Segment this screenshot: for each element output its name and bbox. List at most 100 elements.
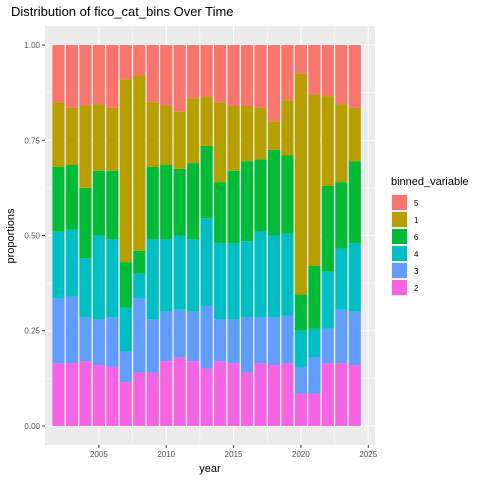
bar-segment-2005-bin-2 (92, 365, 105, 426)
bar-segment-2006-bin-1 (106, 107, 119, 171)
bar-segment-2009-bin-1 (146, 102, 159, 167)
y-tick-label: 1.00 (24, 41, 40, 50)
bar-segment-2007-bin-4 (119, 307, 132, 352)
bar-segment-2005-bin-6 (92, 170, 105, 236)
bar-segment-2013-bin-3 (200, 305, 213, 369)
bar-segment-2013-bin-1 (200, 96, 213, 146)
bar-segment-2003-bin-6 (65, 165, 78, 230)
bar-segment-2010-bin-4 (160, 239, 173, 312)
bar-segment-2015-bin-5 (227, 45, 240, 106)
bar-segment-2022-bin-1 (321, 96, 334, 186)
bar-segment-2024-bin-5 (348, 45, 361, 108)
bar-segment-2007-bin-3 (119, 351, 132, 383)
bar-segment-2015-bin-3 (227, 319, 240, 364)
bar-segment-2022-bin-6 (321, 185, 334, 272)
bar-segment-2017-bin-2 (254, 363, 267, 426)
bar-segment-2019-bin-2 (281, 363, 294, 426)
bar-segment-2019-bin-1 (281, 100, 294, 156)
bar-segment-2016-bin-3 (240, 317, 254, 373)
bar-segment-2014-bin-1 (214, 102, 227, 183)
bar-segment-2011-bin-3 (173, 309, 186, 358)
bar-segment-2020-bin-3 (294, 366, 307, 394)
bar-segment-2004-bin-2 (79, 361, 92, 426)
bar-segment-2015-bin-2 (227, 363, 240, 426)
legend-swatch-2 (392, 280, 407, 295)
bar-segment-2020-bin-1 (294, 73, 307, 295)
bar-segment-2007-bin-5 (119, 45, 132, 80)
legend: binned_variable 5 1 6 4 3 2 (391, 176, 469, 296)
bar-segment-2003-bin-5 (65, 45, 78, 108)
bar-segment-2019-bin-5 (281, 45, 294, 101)
y-tick-label: 0.00 (24, 422, 40, 431)
bar-segment-2018-bin-6 (267, 149, 281, 236)
bar-segment-2004-bin-6 (79, 187, 92, 259)
bar-segment-2015-bin-6 (227, 170, 240, 244)
bar-segment-2020-bin-6 (294, 294, 307, 331)
bar-segment-2017-bin-4 (254, 231, 267, 318)
bar-segment-2006-bin-5 (106, 45, 119, 108)
x-tick-label: 2010 (157, 450, 175, 459)
bar-segment-2008-bin-5 (133, 45, 146, 76)
bar-segment-2014-bin-4 (214, 243, 227, 320)
bar-segment-2004-bin-4 (79, 258, 92, 318)
y-axis-ticks: 0.00 0.25 0.50 0.75 1.00 (24, 41, 45, 431)
bar-segment-2009-bin-6 (146, 166, 159, 240)
bar-segment-2002-bin-5 (52, 45, 65, 103)
bar-segment-2012-bin-3 (187, 311, 200, 362)
bar-segment-2008-bin-2 (133, 372, 146, 426)
bar-segment-2016-bin-5 (240, 45, 254, 106)
bar-segment-2008-bin-6 (133, 250, 146, 274)
bar-segment-2024-bin-3 (348, 311, 361, 366)
bar-segment-2020-bin-4 (294, 330, 307, 367)
bar-segment-2022-bin-5 (321, 45, 334, 97)
bar-segment-2021-bin-3 (308, 357, 321, 394)
bar-segment-2010-bin-5 (160, 45, 173, 106)
bar-segment-2022-bin-2 (321, 363, 334, 426)
bar-segment-2019-bin-6 (281, 155, 294, 234)
bar-segment-2019-bin-3 (281, 315, 294, 364)
bar-segment-2021-bin-4 (308, 328, 321, 358)
x-tick-label: 2025 (359, 450, 377, 459)
bar-segment-2004-bin-3 (79, 317, 92, 362)
legend-title: binned_variable (391, 176, 469, 188)
bar-segment-2005-bin-5 (92, 45, 105, 105)
bar-segment-2002-bin-3 (52, 298, 65, 364)
bar-segment-2022-bin-4 (321, 271, 334, 329)
bar-segment-2016-bin-1 (240, 105, 254, 162)
bar-segment-2023-bin-4 (335, 248, 348, 310)
bar-segment-2020-bin-5 (294, 45, 307, 74)
bar-segment-2006-bin-6 (106, 170, 119, 240)
bar-segment-2024-bin-6 (348, 161, 361, 244)
bar-segment-2009-bin-2 (146, 372, 159, 426)
y-tick-label: 0.25 (24, 327, 40, 336)
bar-segment-2016-bin-4 (240, 241, 254, 318)
bar-segment-2011-bin-4 (173, 235, 186, 310)
bar-segment-2016-bin-2 (240, 372, 254, 426)
bar-segment-2023-bin-1 (335, 104, 348, 183)
bar-segment-2010-bin-3 (160, 311, 173, 362)
bar-segment-2006-bin-2 (106, 366, 119, 426)
bar-segment-2020-bin-2 (294, 393, 307, 426)
bar-segment-2003-bin-2 (65, 363, 78, 426)
legend-label-4: 4 (414, 250, 419, 259)
bar-segment-2017-bin-3 (254, 317, 267, 364)
bar-segment-2024-bin-2 (348, 365, 361, 426)
bar-segment-2010-bin-1 (160, 105, 173, 166)
bar-segment-2021-bin-2 (308, 393, 321, 426)
bar-segment-2009-bin-4 (146, 239, 159, 320)
legend-swatch-4 (392, 246, 407, 261)
legend-label-5: 5 (414, 199, 419, 208)
bar-segment-2009-bin-3 (146, 319, 159, 373)
bar-segment-2007-bin-6 (119, 262, 132, 308)
bar-segment-2024-bin-1 (348, 107, 361, 162)
bar-segment-2024-bin-4 (348, 243, 361, 312)
bar-segment-2018-bin-4 (267, 235, 281, 318)
bar-segment-2005-bin-4 (92, 235, 105, 320)
bar-segment-2018-bin-2 (267, 365, 281, 426)
bar-segment-2002-bin-4 (52, 231, 65, 299)
y-tick-label: 0.75 (24, 136, 40, 145)
bar-segment-2013-bin-5 (200, 45, 213, 97)
bar-segment-2007-bin-1 (119, 79, 132, 263)
bar-segment-2013-bin-4 (200, 218, 213, 306)
